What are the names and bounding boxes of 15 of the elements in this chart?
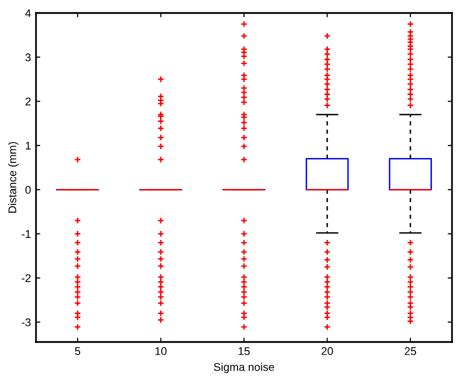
x-axis-title: Sigma noise: [214, 362, 274, 374]
x-tick-label: 25: [404, 347, 416, 356]
y-tick-label: 4: [25, 9, 31, 18]
y-tick-label: 2: [26, 98, 31, 106]
y-tick-label: 0: [25, 186, 31, 194]
x-tick-label: 10: [155, 347, 167, 356]
y-axis-title: Distance (mm): [8, 142, 18, 213]
y-tick-label: -3: [22, 318, 31, 326]
y-tick-label: 3: [25, 53, 31, 62]
x-tick-label: 20: [322, 347, 333, 356]
y-tick-label: -1: [22, 230, 31, 238]
y-tick-label: -2: [22, 274, 31, 282]
y-tick-label: 1: [26, 142, 31, 150]
x-tick-label: 5: [74, 347, 80, 356]
x-tick-label: 15: [238, 347, 250, 356]
